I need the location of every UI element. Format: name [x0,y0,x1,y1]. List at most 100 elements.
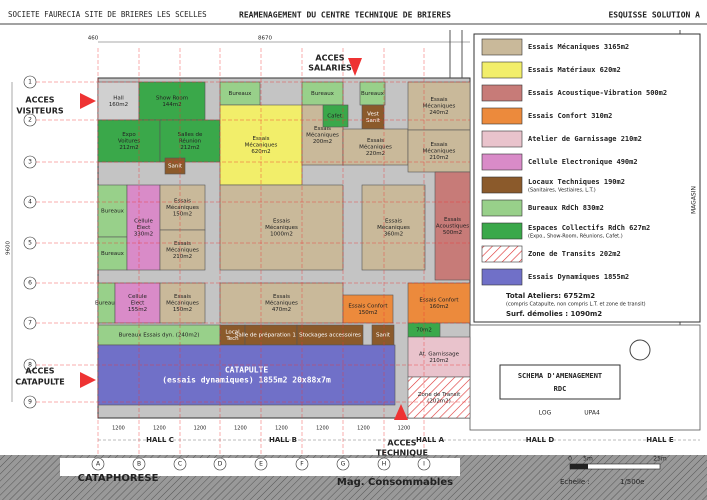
room [407,376,471,419]
room-label: Mécaniques [359,144,392,151]
grid-bubble [173,457,187,471]
access-arrow [348,58,362,76]
room [342,294,394,324]
legend-label: Bureaux RdCh 830m2 [528,204,604,212]
title: REAMENAGEMENT DU CENTRE TECHNIQUE DE BRI… [239,11,451,20]
magasin: MAGASIN [691,186,698,214]
room [159,282,206,324]
room-label: Elect [137,225,151,231]
access-label: ACCES [25,367,54,376]
legend-label: Atelier de Garnissage 210m2 [528,135,642,143]
grid-label: 8 [28,362,32,369]
total-note: (compris Catapulte, non compris L.T. et … [506,302,646,308]
scale-tick: 5m [583,456,593,463]
room-label: Essais [174,199,191,205]
grid-label: 1 [28,79,32,86]
dimension: 1200 [194,426,207,432]
legend-label: Essais Acoustique-Vibration 500m2 [528,89,667,97]
room-label: Bureaux [361,91,385,97]
dimension: 8670 [258,36,272,42]
access-label: SALARIES [308,64,352,73]
room-label: Hall [113,95,124,101]
room-label: Sanit [366,118,381,124]
room-label: Essais [273,294,290,300]
legend-label: Essais Dynamiques 1855m2 [528,273,629,281]
grid-bubble [23,316,37,330]
room-label: 150m2 [173,212,192,218]
room [159,184,206,231]
room-label: 240m2 [429,110,448,116]
room-label: Bureaux [101,251,125,257]
grid-bubble [23,75,37,89]
room-label: 150m2 [358,310,377,316]
room-label: 150m2 [173,307,192,313]
legend-swatch [481,245,523,263]
room-label: Vest [367,111,380,117]
legend-note: (Expo., Show-Room, Réunions, Cafet.) [528,233,623,240]
legend-swatch [481,176,523,194]
legend-swatch [481,153,523,171]
room-label: Mécaniques [265,224,298,231]
room-label: Essais [367,138,384,144]
room-label: Mécaniques [306,132,339,139]
grid-bubble [336,457,350,471]
room-label: (essais dynamiques) 1855m2 20x88x7m [162,375,331,385]
legend-swatch [481,130,523,148]
legend-label: Essais Mécaniques 3165m2 [528,43,629,51]
grid-bubble [377,457,391,471]
room-label: Mécaniques [377,224,410,231]
room-label: Zone de Transit [418,392,461,398]
room [97,344,396,406]
grid-label: H [382,461,387,468]
grid-bubble [132,457,146,471]
room-label: Voitures [118,139,140,145]
scale-tick: 0 [568,456,572,463]
legend-label: Locaux Techniques 190m2 [528,178,625,186]
room-label: 220m2 [366,151,385,157]
room-label: 1000m2 [270,232,293,238]
legend-swatch [481,38,523,56]
grid-bubble [23,395,37,409]
room-label: 155m2 [128,307,147,313]
access-label: ACCES [315,54,344,63]
dimension: 9600 [6,241,12,255]
room-label: Bureaux [95,301,119,307]
room-label: Essais Confort [348,303,388,309]
access-label: CATAPULTE [15,378,65,387]
legend-swatch [481,222,523,240]
cataphorese: CATAPHORESE [78,473,159,484]
grid-bubble [23,276,37,290]
grid-label: 5 [28,240,32,247]
grid-label: B [137,461,141,468]
room-label: 210m2 [429,358,448,364]
room [407,336,471,378]
room-label: Essais [444,217,461,223]
room-label: Sanit [168,164,183,170]
upa: UPA4 [584,410,600,417]
room-label: Essais Confort [419,297,459,303]
legend-label: Essais Matériaux 620m2 [528,66,621,74]
dimension: 1200 [275,426,288,432]
legend-swatch [481,199,523,217]
legend-swatch [481,84,523,102]
room-label: 330m2 [134,232,153,238]
room-label: Local [225,329,240,335]
scale-label: Echelle : [560,478,590,486]
room-label: 210m2 [429,155,448,161]
room [434,171,471,281]
room-label: (202m2) [427,398,451,404]
grid-label: G [341,461,346,468]
room-label: Salles de [178,132,203,138]
grid-label: D [218,461,223,468]
room-label: 144m2 [162,102,181,108]
legend-note: (Sanitaires, Vestiaires, L.T.) [528,188,596,194]
room-label: Bureaux [229,91,253,97]
legend-label: Espaces Collectifs RdCh 627m2 [528,224,650,232]
room-label: 470m2 [272,307,291,313]
room-label: 212m2 [180,145,199,151]
demolished: Surf. démolies : 1090m2 [506,310,602,318]
room-label: Mécaniques [265,300,298,307]
dimension: 1200 [398,426,411,432]
room-label: Réunion [179,138,202,145]
